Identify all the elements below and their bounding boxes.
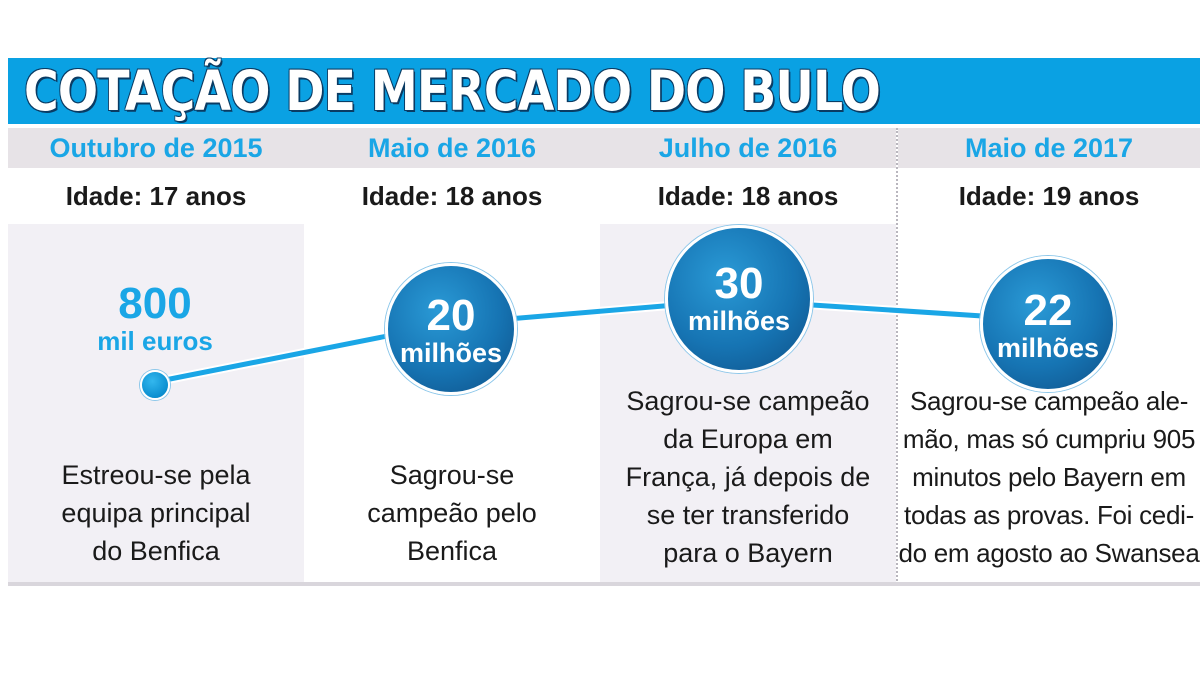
- caption-line: equipa principal: [61, 498, 251, 528]
- caption-line: do Benfica: [92, 536, 220, 566]
- caption-line: mão, mas só cumpriu 905: [902, 424, 1196, 454]
- caption-line: França, já depois de: [625, 462, 871, 492]
- caption-line: campeão pelo: [367, 498, 537, 528]
- page-title: COTAÇÃO DE MERCADO DO BULO: [24, 59, 881, 123]
- period-date: Maio de 2016: [367, 133, 537, 163]
- value-number: 22: [1023, 286, 1073, 335]
- caption-line: do em agosto ao Swansea: [898, 538, 1200, 568]
- caption-line: para o Bayern: [663, 538, 833, 568]
- player-age: Idade: 18 anos: [600, 168, 896, 228]
- value-bubble-30m: 30 milhões: [665, 225, 813, 373]
- period-header: Maio de 2017: [898, 128, 1200, 168]
- value-label-800k: 800 mil euros: [70, 279, 240, 357]
- period-column-oct-2015: Outubro de 2015 Idade: 17 anos Estreou-s…: [8, 128, 306, 584]
- period-date: Maio de 2017: [964, 133, 1134, 163]
- value-number: 20: [426, 291, 476, 340]
- period-caption: Sagrou-se campeão da Europa em França, j…: [600, 382, 896, 572]
- period-date: Julho de 2016: [658, 133, 838, 163]
- player-age: Idade: 19 anos: [898, 168, 1200, 228]
- caption-line: Benfica: [406, 536, 498, 566]
- caption-line: Estreou-se pela: [61, 460, 251, 490]
- period-caption: Sagrou-se campeão ale- mão, mas só cumpr…: [898, 382, 1200, 572]
- value-unit: milhões: [687, 306, 791, 336]
- period-header: Outubro de 2015: [8, 128, 304, 168]
- period-header: Maio de 2016: [304, 128, 600, 168]
- value-dot: [140, 370, 170, 400]
- caption-line: minutos pelo Bayern em: [912, 462, 1186, 492]
- caption-line: todas as provas. Foi cedi-: [904, 500, 1194, 530]
- period-caption: Sagrou-se campeão pelo Benfica: [304, 456, 600, 570]
- caption-line: Sagrou-se campeão: [626, 386, 870, 416]
- period-caption: Estreou-se pela equipa principal do Benf…: [8, 456, 304, 570]
- period-body: Estreou-se pela equipa principal do Benf…: [8, 224, 304, 584]
- value-unit: milhões: [399, 338, 503, 368]
- title-banner: COTAÇÃO DE MERCADO DO BULO: [8, 58, 1200, 124]
- period-header: Julho de 2016: [600, 128, 896, 168]
- value-unit: mil euros: [97, 326, 213, 356]
- player-age: Idade: 18 anos: [304, 168, 600, 228]
- value-number: 800: [118, 279, 192, 328]
- value-bubble-22m: 22 milhões: [980, 256, 1116, 392]
- bottom-divider: [8, 582, 1200, 586]
- period-date: Outubro de 2015: [49, 133, 263, 163]
- value-unit: milhões: [996, 333, 1100, 363]
- player-age: Idade: 17 anos: [8, 168, 304, 228]
- caption-line: Sagrou-se: [389, 460, 515, 490]
- value-number: 30: [714, 259, 764, 308]
- value-bubble-20m: 20 milhões: [385, 263, 517, 395]
- caption-line: se ter transferido: [646, 500, 850, 530]
- caption-line: da Europa em: [663, 424, 833, 454]
